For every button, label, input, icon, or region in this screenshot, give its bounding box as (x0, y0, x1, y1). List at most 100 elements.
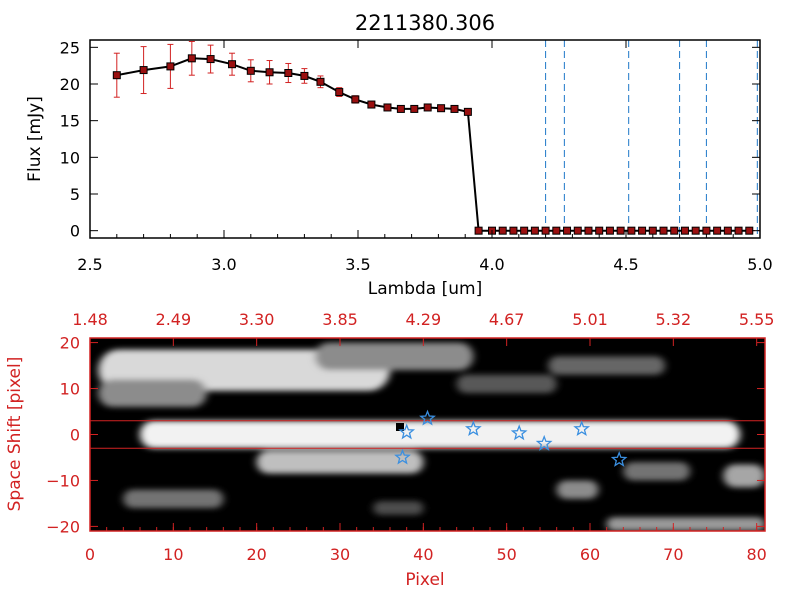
emission-band (548, 356, 665, 375)
top-tick-label: 5.01 (572, 310, 608, 329)
data-point (316, 77, 325, 86)
data-point (648, 226, 657, 235)
y-tick-label: 0 (70, 426, 80, 445)
x-tick-label: 3.5 (345, 255, 370, 274)
data-point (627, 226, 636, 235)
emission-band (556, 480, 599, 499)
x-tick-label: 5.0 (747, 255, 772, 274)
data-point (595, 226, 604, 235)
x-tick-label: 4.5 (613, 255, 638, 274)
star-marker (510, 424, 528, 441)
data-point (300, 71, 309, 80)
data-point (616, 226, 625, 235)
data-point (659, 226, 668, 235)
image-x-ticks: 0 10 20 30 40 50 60 70 80 (85, 523, 767, 564)
data-point (745, 226, 754, 235)
emission-band (373, 501, 424, 515)
x-tick-label: 30 (330, 545, 350, 564)
emission-band (723, 464, 765, 488)
emission-band (256, 450, 424, 474)
star-marker (398, 423, 416, 440)
top-tick-label: 5.32 (656, 310, 692, 329)
line-markers (394, 409, 628, 467)
data-point (552, 226, 561, 235)
x-tick-label: 60 (580, 545, 600, 564)
data-point (206, 55, 215, 64)
y-tick-label: −10 (46, 471, 80, 490)
data-point (680, 226, 689, 235)
y-tick-label: 5 (70, 185, 80, 204)
data-point (498, 226, 507, 235)
emission-band (123, 489, 224, 509)
data-point (541, 226, 550, 235)
top-tick-label: 2.49 (156, 310, 192, 329)
chart-title: 2211380.306 (355, 11, 495, 35)
spectrum-y-ticks: 0 5 10 15 20 25 (60, 38, 760, 241)
star-marker (535, 434, 553, 451)
spectrum-panel: 2211380.306 2.5 3.0 3.5 4.0 4.5 5.0 051015202… (25, 11, 773, 299)
y-tick-label: 20 (60, 334, 80, 353)
data-point (351, 95, 360, 104)
y-tick-label: 10 (60, 380, 80, 399)
data-point (530, 226, 539, 235)
x-tick-label: 70 (663, 545, 683, 564)
data-point (187, 54, 196, 63)
y-tick-label: 25 (60, 38, 80, 57)
data-point (691, 226, 700, 235)
data-point (563, 226, 572, 235)
data-point (423, 103, 432, 112)
data-point (584, 226, 593, 235)
y-tick-label: −20 (46, 517, 80, 536)
top-tick-label: 3.30 (239, 310, 275, 329)
star-marker (610, 451, 628, 467)
data-point (265, 68, 274, 77)
image-emission-bands (98, 342, 765, 531)
data-point (702, 226, 711, 235)
data-point (573, 226, 582, 235)
image-x-axis-label: Pixel (405, 570, 444, 590)
top-tick-label: 3.85 (322, 310, 358, 329)
x-tick-label: 0 (85, 545, 95, 564)
spectrum-y-axis-label: Flux [mJy] (25, 96, 45, 182)
image-y-axis-label: Space Shift [pixel] (5, 357, 25, 512)
data-point (166, 62, 175, 71)
emission-band (140, 420, 740, 449)
x-tick-label: 3.0 (211, 255, 236, 274)
star-marker (394, 448, 411, 465)
data-point (335, 88, 344, 97)
data-point (284, 69, 293, 77)
emission-band (623, 462, 690, 481)
emission-band (456, 374, 557, 394)
spectrum-plot-frame (89, 39, 761, 239)
emission-band (606, 517, 765, 531)
data-point (410, 104, 419, 113)
top-tick-label: 4.29 (406, 310, 442, 329)
y-tick-label: 15 (60, 112, 80, 131)
data-point (509, 226, 518, 235)
top-tick-label: 1.48 (72, 310, 108, 329)
top-tick-label: 5.55 (739, 310, 775, 329)
data-point (383, 103, 392, 112)
emission-band (98, 379, 207, 407)
data-point (713, 226, 722, 235)
data-point (139, 66, 148, 75)
dead-pixel (396, 423, 404, 431)
x-tick-label: 40 (413, 545, 433, 564)
x-tick-label: 4.0 (479, 255, 504, 274)
y-tick-label: 20 (60, 75, 80, 94)
data-point (463, 107, 472, 116)
star-marker (573, 420, 591, 437)
data-point (437, 104, 446, 113)
y-tick-label: 10 (60, 148, 80, 167)
data-point (228, 60, 237, 69)
star-marker (419, 409, 436, 426)
data-point (396, 104, 405, 113)
data-point (246, 66, 255, 75)
data-point (670, 226, 679, 235)
spectrum-x-axis-label: Lambda [um] (368, 279, 482, 299)
data-point (605, 226, 614, 235)
data-point (450, 104, 459, 113)
x-tick-label: 20 (246, 545, 266, 564)
image-top-wavelength-ticks: 1.48 2.49 3.30 3.85 4.29 4.67 5.01 5.32 5.55 (72, 310, 774, 346)
